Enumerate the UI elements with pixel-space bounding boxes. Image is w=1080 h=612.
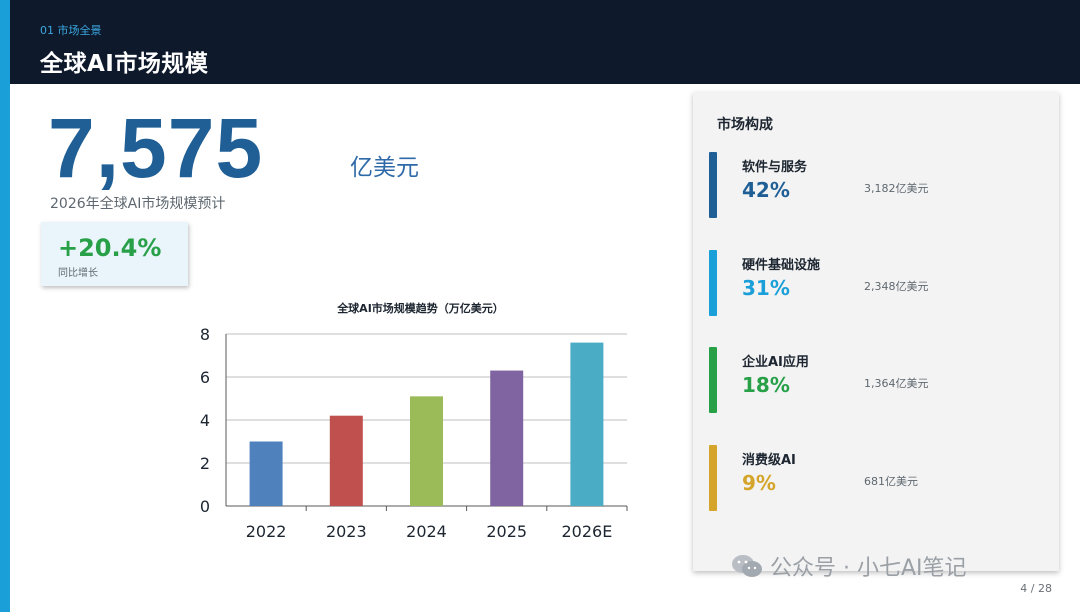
segment-name: 企业AI应用 [742, 355, 809, 370]
x-tick-label: 2022 [246, 522, 287, 541]
segment-percent: 42% [742, 178, 790, 202]
panel-title: 市场构成 [717, 117, 773, 133]
section-kicker: 01 市场全景 [40, 24, 102, 37]
page-number: 4 / 28 [1020, 582, 1052, 595]
headline-unit: 亿美元 [350, 155, 419, 181]
x-tick-label: 2026E [561, 522, 612, 541]
segment-name: 消费级AI [742, 453, 796, 468]
wechat-icon [732, 555, 762, 577]
segment-name: 硬件基础设施 [742, 258, 821, 273]
left-accent-bar [0, 0, 10, 612]
x-tick-label: 2023 [326, 522, 367, 541]
bar-2026E [570, 342, 604, 506]
chart-title: 全球AI市场规模趋势（万亿美元） [336, 301, 504, 315]
segment-consumer-ai: 消费级AI 9% 681亿美元 [709, 445, 1049, 511]
segment-percent: 9% [742, 471, 776, 495]
market-size-bar-chart: 全球AI市场规模趋势（万亿美元） 0 2 4 6 8 2022 2023 2024 2025 202… [200, 301, 628, 541]
y-tick-label: 4 [200, 411, 210, 430]
segment-enterprise-ai: 企业AI应用 18% 1,364亿美元 [709, 347, 1049, 413]
market-composition-panel: 市场构成 软件与服务 42% 3,182亿美元 硬件基础设施 31% 2,348… [693, 92, 1059, 571]
bar-2023 [329, 415, 363, 506]
y-tick-label: 6 [200, 368, 210, 387]
segment-amount: 1,364亿美元 [864, 377, 929, 390]
segment-color-bar [709, 152, 717, 218]
bar-2022 [249, 441, 283, 506]
segment-name: 软件与服务 [742, 160, 808, 175]
watermark-text: 公众号 · 小七AI笔记 [770, 556, 967, 581]
growth-label: 同比增长 [58, 268, 98, 279]
watermark: 公众号 · 小七AI笔记 [730, 550, 967, 582]
growth-card: +20.4% 同比增长 [41, 222, 188, 286]
x-tick-label: 2025 [486, 522, 527, 541]
y-tick-label: 0 [200, 497, 210, 516]
y-tick-label: 2 [200, 454, 210, 473]
slide-title: 全球AI市场规模 [40, 51, 209, 77]
segment-amount: 2,348亿美元 [864, 280, 929, 293]
bar-2024 [410, 396, 443, 506]
headline-caption: 2026年全球AI市场规模预计 [50, 196, 226, 212]
bar-2025 [490, 370, 524, 506]
segment-percent: 18% [742, 373, 790, 397]
growth-value: +20.4% [58, 234, 162, 262]
segment-color-bar [709, 250, 717, 316]
segment-color-bar [709, 347, 717, 413]
segment-hardware-infrastructure: 硬件基础设施 31% 2,348亿美元 [709, 250, 1049, 316]
x-tick-label: 2024 [406, 522, 447, 541]
segment-percent: 31% [742, 276, 790, 300]
segment-color-bar [709, 445, 717, 511]
segment-software-services: 软件与服务 42% 3,182亿美元 [709, 152, 1049, 218]
segment-amount: 3,182亿美元 [864, 182, 929, 195]
slide-header: 01 市场全景 全球AI市场规模 [10, 0, 1080, 84]
y-tick-label: 8 [200, 325, 210, 344]
segment-amount: 681亿美元 [864, 475, 918, 488]
headline-value: 7,575 [48, 101, 264, 195]
